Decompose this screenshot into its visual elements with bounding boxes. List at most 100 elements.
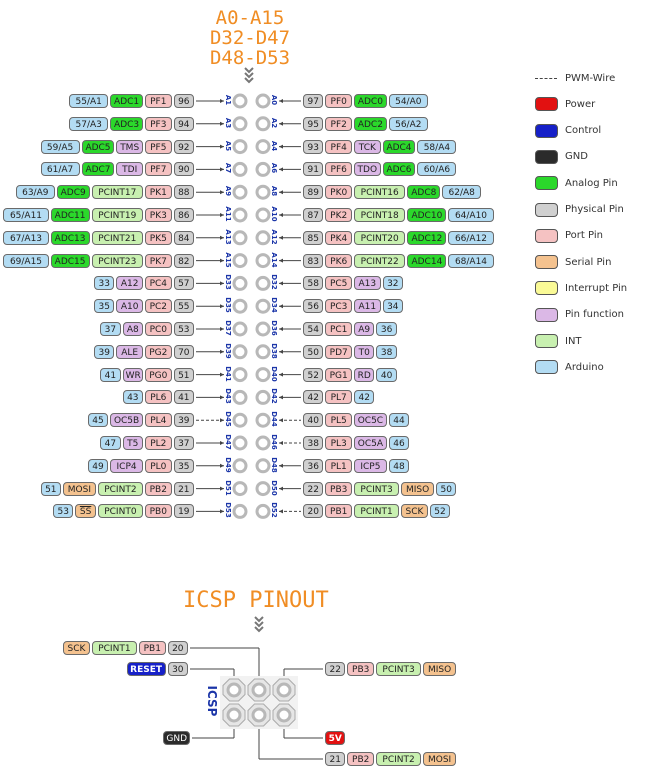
arrow-icon [279, 441, 283, 445]
port-label: PB1 [325, 504, 352, 519]
func-label: TDI [116, 162, 143, 177]
func-label: T5 [122, 436, 143, 450]
header-pin [232, 412, 248, 428]
port-label: PB1 [139, 641, 166, 655]
pin-name: A15 [224, 252, 232, 268]
physical-label: 36 [303, 458, 324, 473]
arrow-icon [220, 190, 224, 195]
arrow-icon [220, 372, 224, 377]
pin-name: D53 [224, 502, 232, 519]
pin-name: D49 [224, 457, 232, 473]
physical-label: 91 [303, 162, 324, 177]
arduino-label: 56/A2 [388, 116, 428, 131]
legend-label: Serial Pin [565, 256, 612, 268]
pin-name: A12 [270, 229, 278, 245]
int-label: PCINT21 [91, 230, 143, 245]
physical-label: 87 [303, 208, 324, 222]
pin-name: A7 [224, 163, 232, 174]
legend-item-power: Power [535, 96, 595, 112]
physical-label: 92 [173, 139, 194, 154]
header-pin [255, 230, 271, 246]
physical-label: 21 [325, 752, 346, 766]
serial-label: MISO [423, 662, 456, 676]
arrow-icon [279, 304, 283, 309]
legend-label: Physical Pin [565, 204, 624, 215]
physical-label: 85 [303, 230, 324, 245]
arrow-icon [220, 167, 224, 172]
arduino-label: 69/A15 [3, 253, 49, 268]
icsp-pin [251, 707, 267, 723]
down-chevron-icon [254, 626, 264, 633]
arrow-icon [279, 327, 283, 331]
physical-label: 82 [173, 253, 194, 268]
int-label: PCINT3 [376, 662, 422, 676]
analog-label: ADC15 [50, 253, 90, 268]
legend-item-port: Port Pin [535, 228, 603, 244]
pin-name: D41 [224, 365, 232, 382]
int-label: PCINT2 [97, 481, 143, 496]
func-label: A11 [354, 299, 381, 314]
arduino-label: 57/A3 [69, 116, 109, 131]
legend-label: INT [565, 335, 582, 347]
legend-swatch [535, 334, 558, 348]
serial-label: MISO [401, 481, 434, 496]
port-label: PB3 [325, 481, 352, 496]
pin-name: D38 [270, 343, 278, 359]
header-pin [255, 344, 271, 360]
port-label: PK6 [325, 253, 352, 268]
legend-label: Pin function [565, 309, 624, 321]
func-label: RD [354, 367, 375, 382]
arrow-icon [220, 509, 224, 514]
arrow-icon [279, 395, 283, 400]
legend-swatch [535, 307, 558, 322]
arrow-icon [220, 463, 224, 468]
legend-item-func: Pin function [535, 307, 624, 323]
int-label: PCINT18 [354, 208, 406, 222]
port-label: PB0 [145, 504, 172, 519]
legend-item-control: Control [535, 123, 601, 139]
legend-label: Power [565, 98, 596, 110]
port-label: PF7 [145, 162, 172, 177]
func-label: A13 [354, 276, 381, 291]
port-label: PL6 [145, 390, 172, 405]
arduino-label: 48 [388, 458, 410, 473]
arduino-label: 49 [87, 458, 109, 473]
pin-name: D42 [270, 388, 278, 405]
arduino-label: 46 [388, 436, 410, 450]
arduino-label: 53 [53, 504, 74, 519]
header-pin [255, 389, 271, 405]
int-label: PCINT2 [376, 752, 422, 766]
arduino-label: 68/A14 [448, 253, 494, 268]
int-label: PCINT3 [354, 481, 400, 496]
gnd-label: GND [163, 731, 190, 745]
pin-name: D51 [224, 479, 232, 496]
legend-swatch [535, 255, 558, 270]
int-label: PCINT20 [354, 230, 406, 245]
port-label: PF2 [325, 116, 352, 131]
port-label: PL4 [145, 413, 172, 428]
legend-label: GND [565, 151, 588, 163]
analog-label: ADC6 [382, 162, 416, 177]
physical-label: 39 [173, 413, 194, 428]
analog-label: ADC13 [50, 230, 90, 245]
icsp-pin [226, 707, 242, 723]
port-label: PK2 [325, 208, 352, 222]
pin-name: D35 [224, 297, 232, 313]
physical-label: 42 [303, 390, 324, 405]
pin-name: A5 [224, 140, 232, 151]
pin-name: A14 [270, 252, 278, 268]
header-pin [232, 207, 248, 223]
header-pin [255, 184, 271, 200]
func-label: ALE [116, 344, 143, 359]
header-pin [232, 116, 248, 132]
port-label: PC1 [325, 322, 352, 336]
arduino-label: 65/A11 [3, 208, 49, 222]
func-label: T0 [354, 344, 375, 359]
physical-label: 84 [173, 230, 194, 245]
arduino-label: 44 [388, 413, 410, 428]
analog-label: ADC3 [110, 116, 143, 131]
analog-label: ADC8 [407, 185, 441, 200]
arrow-icon [220, 441, 224, 445]
port-label: PC3 [325, 299, 352, 314]
arrow-icon [220, 258, 224, 263]
